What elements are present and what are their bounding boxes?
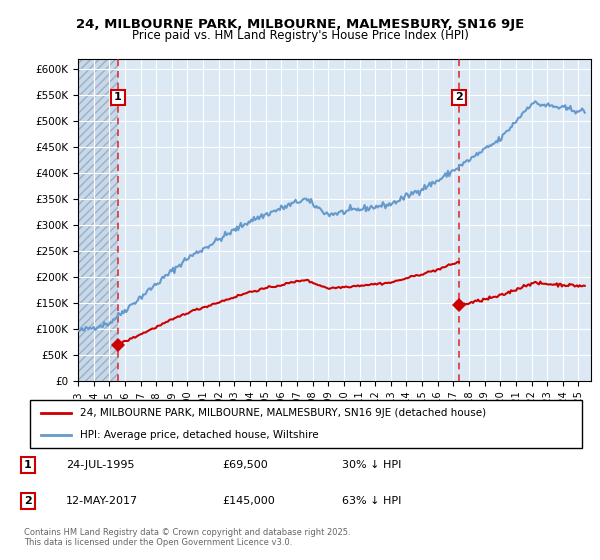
Text: £145,000: £145,000	[222, 496, 275, 506]
Bar	[78, 59, 118, 381]
Text: 63% ↓ HPI: 63% ↓ HPI	[342, 496, 401, 506]
Text: 24, MILBOURNE PARK, MILBOURNE, MALMESBURY, SN16 9JE: 24, MILBOURNE PARK, MILBOURNE, MALMESBUR…	[76, 18, 524, 31]
Text: 1: 1	[114, 92, 122, 102]
Text: 24-JUL-1995: 24-JUL-1995	[66, 460, 134, 470]
Text: Price paid vs. HM Land Registry's House Price Index (HPI): Price paid vs. HM Land Registry's House …	[131, 29, 469, 42]
Text: Contains HM Land Registry data © Crown copyright and database right 2025.
This d: Contains HM Land Registry data © Crown c…	[24, 528, 350, 548]
Text: 1: 1	[24, 460, 32, 470]
Text: 2: 2	[24, 496, 32, 506]
Text: £69,500: £69,500	[222, 460, 268, 470]
Text: 24, MILBOURNE PARK, MILBOURNE, MALMESBURY, SN16 9JE (detached house): 24, MILBOURNE PARK, MILBOURNE, MALMESBUR…	[80, 408, 486, 418]
FancyBboxPatch shape	[30, 400, 582, 448]
Text: 2: 2	[455, 92, 463, 102]
Text: 12-MAY-2017: 12-MAY-2017	[66, 496, 138, 506]
Text: HPI: Average price, detached house, Wiltshire: HPI: Average price, detached house, Wilt…	[80, 430, 319, 440]
Text: 30% ↓ HPI: 30% ↓ HPI	[342, 460, 401, 470]
